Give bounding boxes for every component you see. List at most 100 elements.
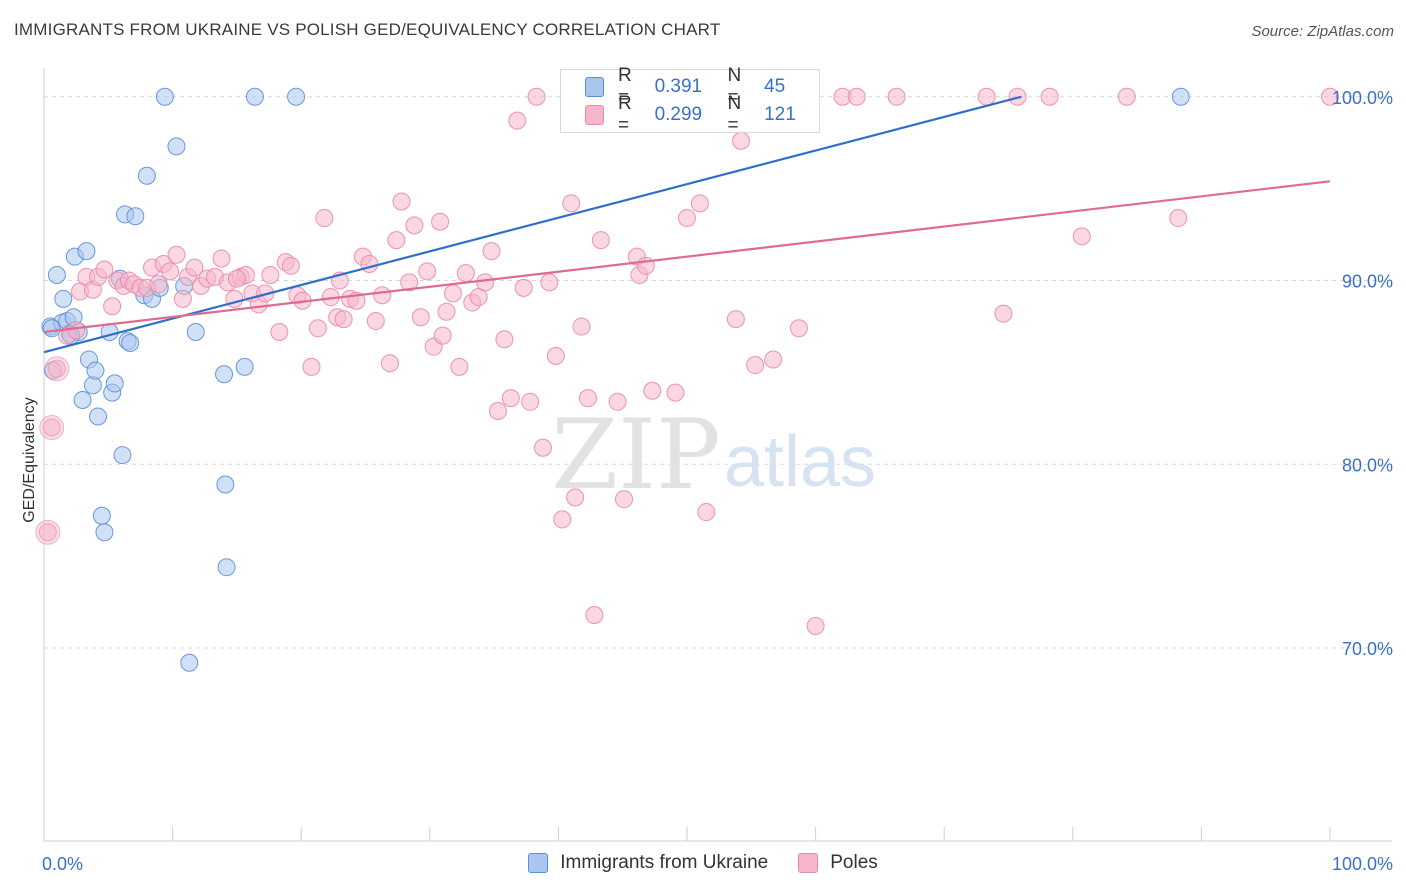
poles-point (373, 286, 392, 305)
legend-n-value-poles: 121 (764, 104, 796, 125)
poles-point (400, 273, 419, 292)
poles-point (746, 356, 765, 375)
poles-point (533, 438, 552, 457)
ukraine-point (83, 376, 102, 395)
poles-point (411, 308, 430, 327)
poles-point (847, 87, 866, 106)
ukraine-point (1171, 87, 1190, 106)
legend-r-value-ukraine: 0.391 (654, 76, 703, 97)
watermark: ZIP atlas (551, 399, 876, 511)
poles-point (1072, 227, 1091, 246)
poles-point (887, 87, 906, 106)
poles-point (585, 605, 604, 624)
ukraine-point (89, 407, 108, 426)
poles-point (553, 510, 572, 529)
poles-point (95, 260, 114, 279)
ukraine-point (73, 390, 92, 409)
stats-legend: R = 0.391 N = 45 R = 0.299 N = 121 (560, 65, 820, 136)
poles-point (380, 354, 399, 373)
poles-point (315, 209, 334, 228)
series-label-ukraine: Immigrants from Ukraine (560, 852, 769, 873)
axes-layer (43, 68, 1392, 842)
y-tick-label: 100.0% (1332, 88, 1393, 108)
ukraine-point (155, 87, 174, 106)
poles-point (562, 194, 581, 213)
ukraine-point (167, 137, 186, 156)
poles-point (270, 322, 289, 341)
poles-point (994, 304, 1013, 323)
poles-point (501, 389, 520, 408)
legend-swatch-ukraine (585, 77, 605, 97)
poles-point (67, 321, 86, 340)
series-legend-poles[interactable]: Poles (798, 852, 878, 874)
legend-r-label: R = (618, 93, 632, 136)
ukraine-point (180, 653, 199, 672)
ukraine-point (95, 523, 114, 542)
poles-point (690, 194, 709, 213)
poles-point (614, 490, 633, 509)
poles-point (161, 262, 180, 281)
ukraine-point (54, 289, 73, 308)
y-tick-label: 70.0% (1342, 639, 1393, 659)
ukraine-point (287, 87, 306, 106)
poles-point (789, 319, 808, 338)
poles-point (1117, 87, 1136, 106)
poles-point (431, 212, 450, 231)
tick-labels: 70.0% 80.0% 90.0% 100.0% 0.0% 100.0% (42, 88, 1393, 874)
poles-point (540, 273, 559, 292)
ukraine-point (126, 207, 145, 226)
poles-point (173, 289, 192, 308)
legend-row-ukraine: R = 0.391 N = 45 (585, 65, 819, 108)
poles-point (103, 297, 122, 316)
y-tick-label: 80.0% (1342, 455, 1393, 475)
legend-row-poles: R = 0.299 N = 121 (585, 93, 819, 136)
poles-point (572, 317, 591, 336)
poles-point-large (44, 356, 70, 382)
poles-point (514, 278, 533, 297)
series-legend-ukraine[interactable]: Immigrants from Ukraine (528, 852, 768, 874)
poles-point (643, 381, 662, 400)
trend-layer (43, 95, 1331, 354)
ukraine-point (47, 266, 66, 285)
ukraine-point (215, 365, 234, 384)
legend-n-label: N = (727, 65, 742, 108)
poles-point (433, 326, 452, 345)
poles-point (764, 350, 783, 369)
poles-point (308, 319, 327, 338)
x-tick-label-max: 100.0% (1332, 854, 1393, 874)
chart-title: IMMIGRANTS FROM UKRAINE VS POLISH GED/EQ… (14, 20, 721, 39)
ukraine-point (216, 475, 235, 494)
poles-point (1321, 87, 1339, 106)
ukraine-point (92, 506, 111, 525)
legend-r-label: R = (618, 65, 632, 108)
series-legend: Immigrants from Ukraine Poles (0, 852, 1406, 874)
poles-point-large (39, 415, 65, 441)
ukraine-point (137, 166, 156, 185)
poles-point (482, 242, 501, 261)
ukraine-point (105, 374, 124, 393)
poles-point (977, 87, 996, 106)
legend-n-value-ukraine: 45 (764, 76, 786, 97)
source-credit: Source: ZipAtlas.com (1251, 23, 1394, 40)
ukraine-point (121, 333, 140, 352)
poles-point (578, 389, 597, 408)
poles-point (566, 488, 585, 507)
poles-point (608, 392, 627, 411)
poles-point (47, 359, 66, 378)
series-swatch-poles (798, 853, 819, 873)
poles-point (212, 249, 231, 268)
poles-point (495, 330, 514, 349)
poles-point (508, 111, 527, 130)
poles-point (443, 284, 462, 303)
ukraine-point (186, 322, 205, 341)
poles-point (366, 311, 385, 330)
poles-point (726, 310, 745, 329)
legend-n-label: N = (727, 93, 742, 136)
poles-trend-line (43, 180, 1331, 334)
poles-point (149, 275, 168, 294)
ukraine-trend-line (43, 95, 1022, 354)
series-label-poles: Poles (830, 852, 878, 873)
poles-point (437, 302, 456, 321)
ukraine-point (113, 446, 132, 465)
poles-point (185, 258, 204, 277)
